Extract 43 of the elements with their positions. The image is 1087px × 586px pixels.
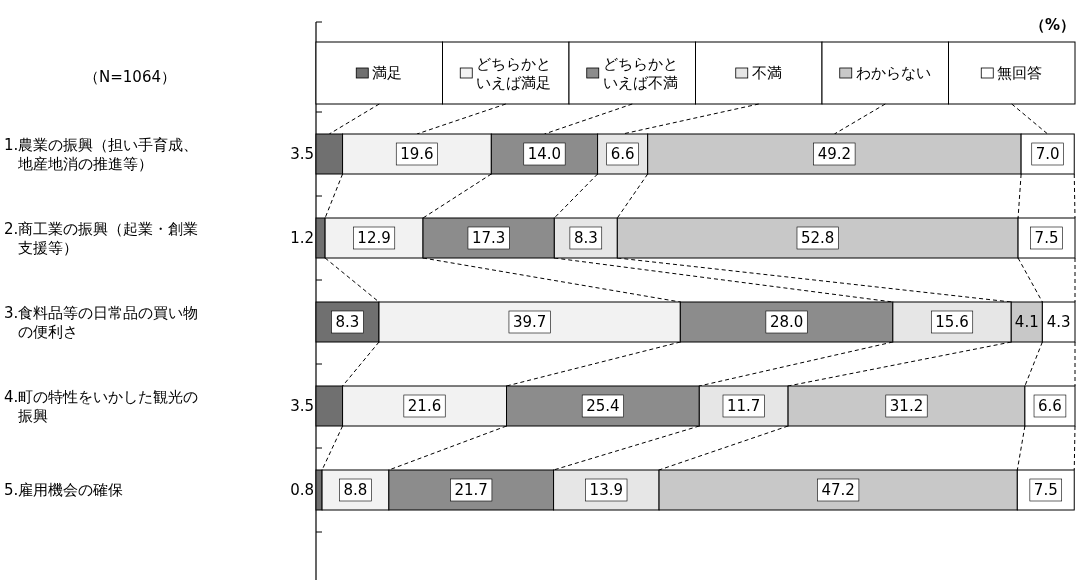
data-label: 12.9 — [357, 229, 391, 247]
data-label: 3.5 — [290, 397, 314, 415]
legend-label: どちらかといえば不満 — [602, 54, 678, 92]
text: （N=1064） — [84, 68, 176, 86]
legend-label: 無回答 — [997, 64, 1043, 82]
y-tick-label: 1.農業の振興（担い手育成、地産地消の推進等） — [4, 135, 199, 173]
data-label: 52.8 — [801, 229, 835, 247]
data-label: 11.7 — [726, 397, 761, 415]
data-label: 17.3 — [471, 229, 506, 247]
legend-label: わからない — [855, 64, 931, 82]
data-label: 13.9 — [589, 481, 624, 499]
legend-label: 満足 — [372, 64, 403, 82]
data-label: 1.2 — [290, 229, 314, 247]
data-label: 7.5 — [1033, 481, 1058, 499]
data-label: 49.2 — [817, 145, 852, 163]
data-label: 39.7 — [512, 313, 547, 331]
text: （%） — [1029, 16, 1075, 34]
data-label: 4.1 — [1014, 313, 1039, 331]
data-label: 25.4 — [586, 397, 620, 415]
data-label: 31.2 — [889, 397, 924, 415]
data-label: 7.0 — [1035, 145, 1060, 163]
data-label: 4.3 — [1046, 313, 1071, 331]
y-tick-label: 2.商工業の振興（起業・創業支援等） — [4, 219, 199, 257]
data-label: 14.0 — [527, 145, 562, 163]
data-label: 0.8 — [290, 481, 314, 499]
data-label: 21.6 — [407, 397, 442, 415]
legend-label: どちらかといえば満足 — [476, 54, 552, 92]
legend-label: 不満 — [751, 64, 782, 82]
data-label: 8.3 — [335, 313, 360, 331]
data-label: 7.5 — [1034, 229, 1059, 247]
data-label: 15.6 — [935, 313, 969, 331]
data-label: 8.8 — [343, 481, 368, 499]
y-tick-label: 4.町の特性をいかした観光の振興 — [4, 387, 199, 425]
y-tick-label: 3.食料品等の日常品の買い物の便利さ — [4, 303, 199, 341]
data-label: 21.7 — [454, 481, 488, 499]
data-label: 47.2 — [821, 481, 855, 499]
data-label: 6.6 — [610, 145, 635, 163]
data-label: 8.3 — [573, 229, 598, 247]
data-label: 6.6 — [1038, 397, 1062, 415]
data-label: 3.5 — [290, 145, 314, 163]
data-label: 28.0 — [769, 313, 804, 331]
y-tick-label: 5.雇用機会の確保 — [4, 481, 124, 499]
data-label: 19.6 — [400, 145, 434, 163]
